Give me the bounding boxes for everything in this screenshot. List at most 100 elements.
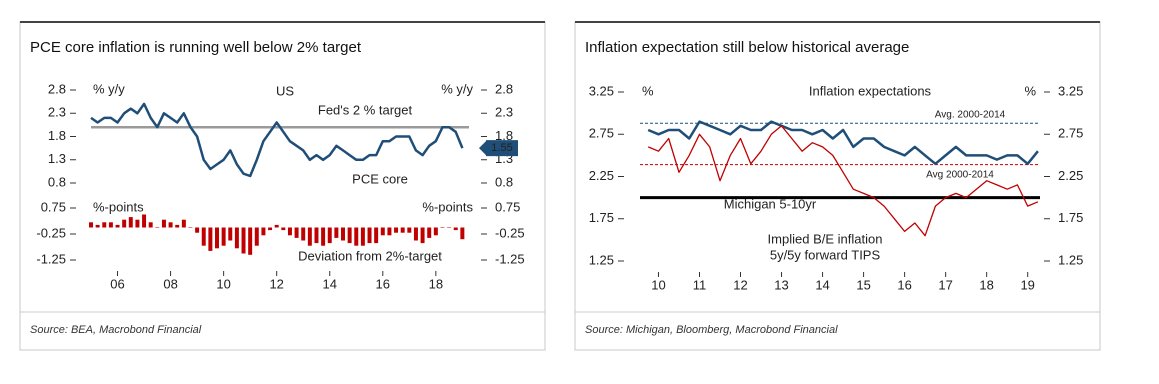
bar xyxy=(181,219,186,228)
y2-tick-label: -0.25 xyxy=(495,225,525,240)
bar xyxy=(234,227,239,249)
y-tick-label: 2.8 xyxy=(48,81,66,96)
bar xyxy=(440,227,445,228)
bar xyxy=(413,227,418,241)
y-tick-label: 2.3 xyxy=(48,105,66,120)
y-tick-label: 1.3 xyxy=(48,151,66,166)
bar xyxy=(281,227,286,231)
bar xyxy=(261,227,266,236)
bar xyxy=(294,227,299,238)
y2-axis-label: % y/y xyxy=(441,81,473,96)
bar xyxy=(108,222,113,228)
chart-title: PCE core inflation is running well below… xyxy=(30,39,362,56)
bar xyxy=(201,227,206,246)
y-tick-label: 2.75 xyxy=(589,126,614,141)
y-tick-label: -1.25 xyxy=(36,251,66,266)
chart-subtitle: Inflation expectations xyxy=(809,83,932,98)
y-axis-label: % xyxy=(642,83,654,98)
bar xyxy=(254,227,259,246)
bar xyxy=(394,227,399,233)
x-tick-label: 17 xyxy=(938,277,952,292)
y-tick-label: 0.75 xyxy=(41,199,66,214)
bar xyxy=(268,227,273,231)
source-note: Source: Michigan, Bloomberg, Macrobond F… xyxy=(585,324,838,336)
bar xyxy=(327,227,332,244)
bar xyxy=(161,219,166,228)
bar xyxy=(460,227,465,240)
data-line xyxy=(647,120,1039,166)
y2-tick-label: 1.25 xyxy=(1058,252,1083,267)
bar xyxy=(380,227,385,236)
x-tick-label: 11 xyxy=(693,277,707,292)
bar xyxy=(122,219,127,228)
y2-tick-label: 1.8 xyxy=(495,128,513,143)
bar xyxy=(314,227,319,244)
y-tick-label: 1.75 xyxy=(589,210,614,225)
data-line xyxy=(647,125,1039,237)
end-tag-pointer xyxy=(479,141,486,156)
y2-tick-label: 2.3 xyxy=(495,105,513,120)
series-label: Implied B/E inflation xyxy=(768,231,883,246)
x-tick-label: 19 xyxy=(1020,277,1034,292)
x-tick-label: 12 xyxy=(269,276,283,291)
chart-title: Inflation expectation still below histor… xyxy=(585,39,909,56)
reference-label: Avg. 2000-2014 xyxy=(935,110,1006,121)
bar xyxy=(453,227,458,231)
x-tick-label: 10 xyxy=(216,276,230,291)
bar xyxy=(347,227,352,244)
bar xyxy=(241,227,246,254)
bar xyxy=(135,219,140,228)
bar xyxy=(301,227,306,241)
source-note: Source: BEA, Macrobond Financial xyxy=(30,324,202,336)
bar xyxy=(142,214,147,228)
y-tick-label: 2.25 xyxy=(589,168,614,183)
bar xyxy=(400,227,405,233)
bar xyxy=(360,227,365,246)
bar xyxy=(175,224,180,228)
bar xyxy=(334,227,339,238)
bar xyxy=(188,227,193,228)
bar xyxy=(128,217,133,228)
x-tick-label: 10 xyxy=(651,277,665,292)
bar xyxy=(447,227,452,228)
x-tick-label: 14 xyxy=(323,276,337,291)
y2-tick-label: 0.8 xyxy=(495,174,513,189)
y2-tick-label: 2.8 xyxy=(495,81,513,96)
bar xyxy=(215,227,219,249)
y-tick-label: 3.25 xyxy=(589,83,614,98)
y2-axis-label: %-points xyxy=(422,199,473,214)
bar xyxy=(95,224,100,228)
y-tick-label: -0.25 xyxy=(36,225,66,240)
bar xyxy=(427,227,432,238)
y-axis-label: % y/y xyxy=(93,81,125,96)
y2-tick-label: 0.75 xyxy=(495,199,520,214)
x-tick-label: 15 xyxy=(856,277,870,292)
y2-axis-label: % xyxy=(1024,83,1036,98)
y-tick-label: 1.8 xyxy=(48,128,66,143)
series-label: PCE core xyxy=(352,171,408,186)
bar xyxy=(387,227,392,236)
bar xyxy=(168,222,173,228)
bar xyxy=(287,227,292,236)
series-sublabel: 5y/5y forward TIPS xyxy=(770,247,881,262)
x-tick-label: 13 xyxy=(774,277,788,292)
bar xyxy=(228,227,233,241)
bar xyxy=(374,227,379,244)
y2-tick-label: -1.25 xyxy=(495,251,525,266)
x-tick-label: 08 xyxy=(163,276,177,291)
end-tag-label: 1.55 xyxy=(491,142,512,154)
chart-subtitle: US xyxy=(276,83,294,98)
x-tick-label: 14 xyxy=(815,277,829,292)
bar xyxy=(367,227,372,244)
end-tag xyxy=(486,140,518,157)
bar xyxy=(341,227,345,241)
bar xyxy=(433,227,438,236)
right-panel xyxy=(574,21,1101,351)
left-panel xyxy=(19,21,546,351)
series-label: Deviation from 2%-target xyxy=(298,248,442,263)
reference-label: Avg 2000-2014 xyxy=(926,170,994,181)
y2-tick-label: 2.25 xyxy=(1058,168,1083,183)
y2-tick-label: 3.25 xyxy=(1058,83,1083,98)
bar xyxy=(354,227,359,246)
